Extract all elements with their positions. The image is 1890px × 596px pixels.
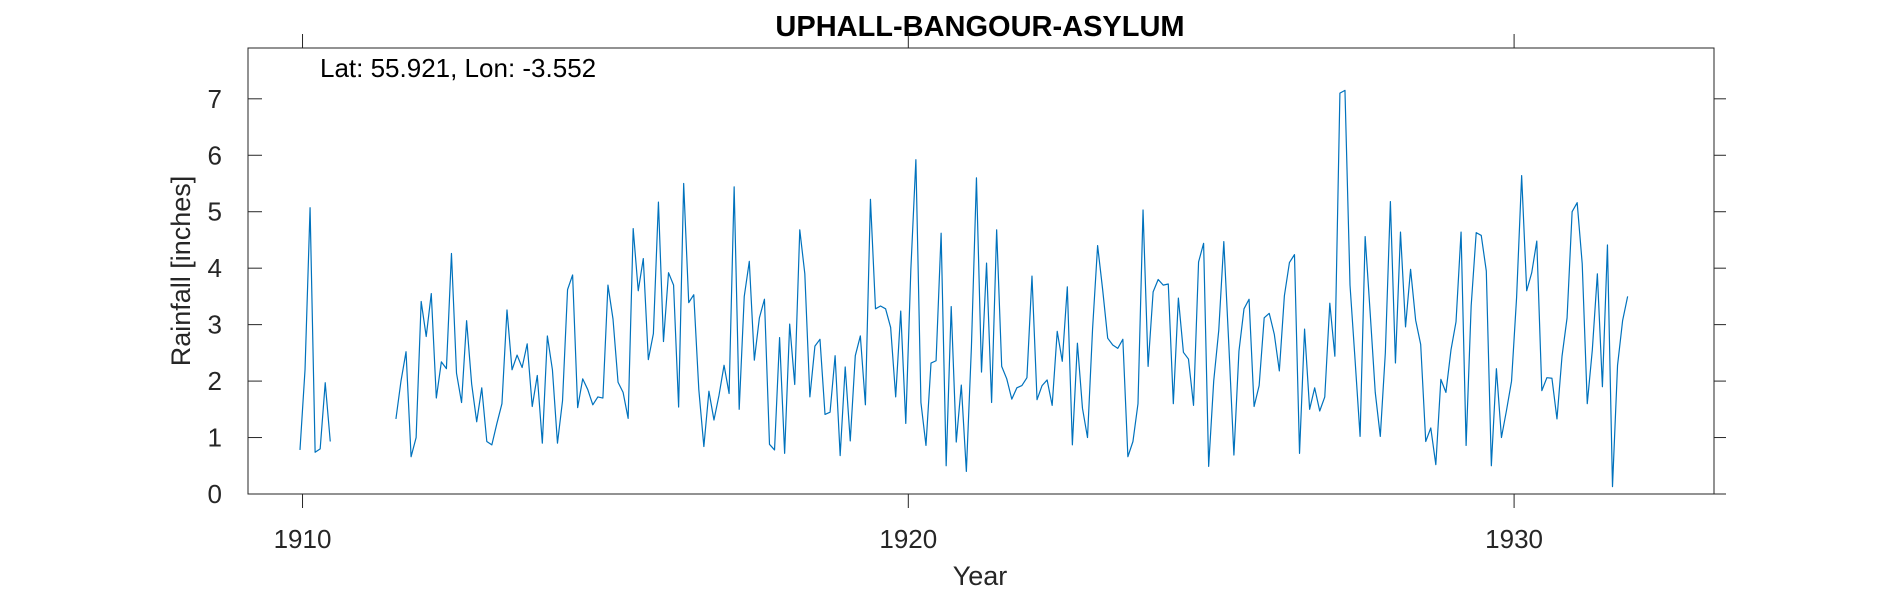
y-tick-label: 1 [208, 423, 222, 453]
y-tick-label: 0 [208, 479, 222, 509]
plot-frame [247, 47, 1715, 495]
x-tick-label: 1920 [879, 524, 937, 554]
y-axis-ticks: 0 1 2 3 4 5 6 7 [208, 84, 1726, 509]
y-tick-label: 6 [208, 140, 222, 170]
y-tick-label: 5 [208, 197, 222, 227]
location-annotation: Lat: 55.921, Lon: -3.552 [320, 53, 596, 83]
y-tick-label: 2 [208, 366, 222, 396]
y-tick-label: 3 [208, 310, 222, 340]
y-axis-label: Rainfall [inches] [166, 176, 196, 367]
x-tick-label: 1930 [1485, 524, 1543, 554]
series-group [299, 89, 1629, 488]
x-tick-label: 1910 [274, 524, 332, 554]
rainfall-series-line [395, 89, 1629, 488]
chart-title: UPHALL-BANGOUR-ASYLUM [775, 11, 1184, 43]
rainfall-series-line [299, 207, 331, 453]
y-tick-label: 4 [208, 253, 222, 283]
x-axis-ticks: 1910 1920 1930 [274, 34, 1543, 554]
y-tick-label: 7 [208, 84, 222, 114]
x-axis-label: Year [953, 561, 1008, 591]
